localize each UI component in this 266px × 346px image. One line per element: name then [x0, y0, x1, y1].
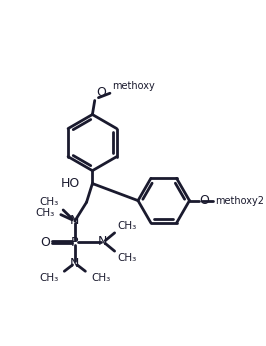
Text: P: P [71, 236, 78, 248]
Text: CH₃: CH₃ [35, 209, 54, 218]
Text: methoxy2: methoxy2 [215, 195, 264, 206]
Text: CH₃: CH₃ [91, 273, 110, 283]
Text: methoxy: methoxy [112, 81, 155, 91]
Text: CH₃: CH₃ [117, 220, 137, 230]
Text: N: N [98, 235, 108, 248]
Text: HO: HO [60, 176, 80, 190]
Text: O: O [96, 86, 106, 99]
Text: N: N [70, 214, 80, 227]
Text: CH₃: CH₃ [39, 273, 59, 283]
Text: CH₃: CH₃ [117, 254, 137, 263]
Text: N: N [70, 256, 80, 270]
Text: O: O [199, 194, 209, 207]
Text: CH₃: CH₃ [39, 197, 59, 207]
Text: O: O [40, 236, 50, 248]
